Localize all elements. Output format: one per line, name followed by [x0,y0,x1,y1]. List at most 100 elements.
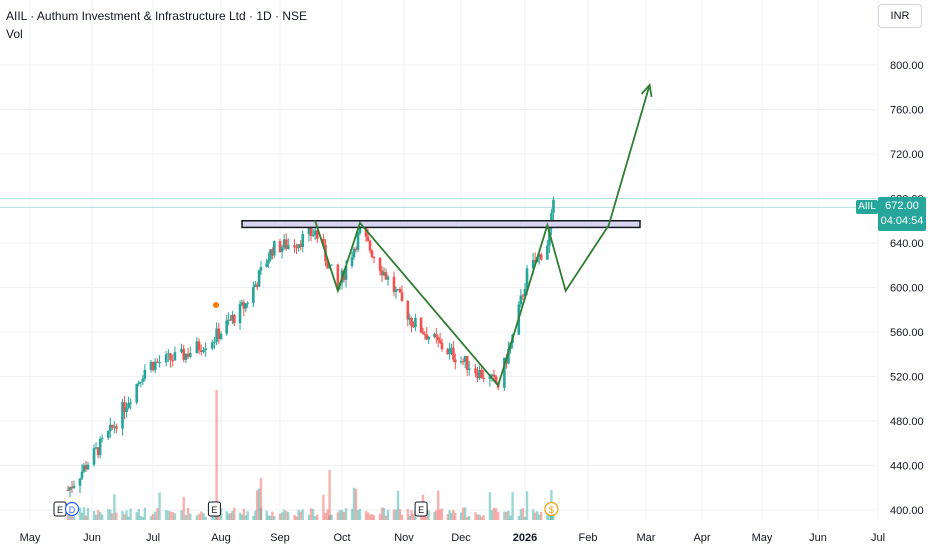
candle-body [368,240,372,251]
volume-bar [204,516,207,520]
target-arrow[interactable] [640,83,653,98]
volume-bar [271,511,274,520]
volume-bar [231,510,234,520]
candle-body [180,348,183,353]
candle-body [531,260,535,269]
candle-body [113,426,116,428]
candle-body [378,257,382,271]
candle-body [537,254,541,258]
candle-body [322,238,325,245]
volume-bar [370,514,374,520]
candle-body [546,245,549,260]
volume-bar [121,511,124,520]
volume-bar [517,515,521,520]
volume-bar [240,514,244,520]
candle-body [474,368,477,373]
candle-body [115,426,118,429]
candle-body [199,350,203,352]
volume-bar [496,511,500,520]
candle-body [380,270,384,276]
candle-body [406,300,410,320]
candle-body [269,249,272,260]
x-tick-label: Feb [579,532,598,544]
last-price-tag: 672.00 04:04:54 [878,197,926,231]
volume-bar [382,507,386,520]
candle-body [476,372,479,379]
candle-body [448,348,451,354]
candle-body [427,336,430,340]
volume-bar [259,478,263,520]
resistance-zone[interactable] [241,220,641,229]
candle-body [197,341,201,351]
volume-bar [468,516,471,520]
volume-bar [96,510,100,520]
volume-bar [84,515,88,520]
candle-body [202,350,205,352]
volume-bar [141,516,145,520]
candle-body [238,303,242,324]
volume-bar [137,509,140,520]
candle-body [384,272,388,280]
volume-bar [233,507,236,520]
x-tick-label: Sep [270,532,290,544]
earnings-label: E [418,505,424,515]
candle-body [507,348,510,364]
candle-body [438,340,442,343]
y-tick-label: 760.00 [890,105,924,117]
candle-body [386,276,390,280]
pattern-drawing[interactable] [314,84,651,388]
volume-bar [465,516,469,520]
candle-body [125,407,128,413]
candle-body [225,320,229,334]
candle-body [167,353,170,355]
volume-bar [427,510,430,520]
candle-body [231,315,234,320]
candle-body [525,268,529,289]
x-tick-label: 2026 [513,532,537,544]
candle-body [454,359,457,363]
currency-button[interactable]: INR [878,4,922,28]
volume-bar [246,511,249,520]
volume-bar [330,514,333,520]
volume-bar [521,508,525,520]
volume-bar [505,511,508,520]
volume-bar [410,510,413,520]
volume-bar [535,511,539,520]
candle-body [330,264,333,266]
volume-bar [156,508,159,520]
volume-bar [550,514,553,520]
candle-body [68,487,72,491]
candle-body [419,317,423,333]
candle-body [70,487,74,489]
time-axis[interactable]: May Jun Jul Aug Sep Oct Nov Dec 2026 Feb Mar Apr May… [20,532,885,544]
candle-body [503,357,506,388]
candle-body [169,353,172,361]
volume-bars [66,390,555,520]
price-axis[interactable]: 400.00 440.00 480.00 520.00 560.00 600.00 640.… [890,60,924,517]
candle-body [354,248,358,250]
candle-body [227,319,230,321]
volume-bar [225,511,228,520]
volume-bar [492,507,496,520]
volume-bar [301,509,304,520]
volume-bar [358,508,362,520]
volume-bar [215,516,218,520]
x-tick-label: May [20,532,41,544]
volume-bar [452,509,455,520]
candle-body [421,332,425,335]
volume-bar [350,509,354,520]
candle-body [271,249,274,256]
volume-bar [356,509,360,520]
volume-bar [278,513,282,520]
volume-bar [326,509,329,520]
candle-body [253,284,257,287]
volume-bar [70,516,74,520]
x-tick-label: Jun [83,532,101,544]
candle-body [280,247,284,253]
candle-body [135,384,139,403]
candle-body [121,402,124,429]
volume-bar [92,510,96,520]
volume-bar [380,507,384,520]
volume-bar [129,508,132,520]
